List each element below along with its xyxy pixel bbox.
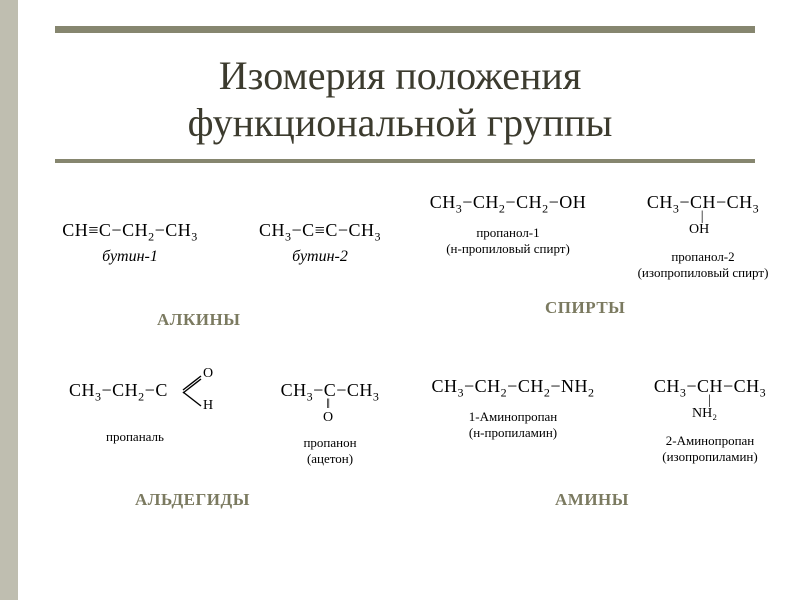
- alcohol-2-name: пропанол-2: [618, 249, 788, 265]
- amine-2-name: 2-Аминопропан: [625, 433, 795, 449]
- top-rule: [55, 26, 755, 33]
- aldehyde-1-name: пропаналь: [55, 429, 215, 445]
- amine-1-name: 1-Аминопропан: [413, 409, 613, 425]
- label-alkynes: АЛКИНЫ: [157, 310, 240, 330]
- amine-1-formula: CH3−CH2−CH2−NH2: [413, 376, 613, 401]
- label-alcohols: СПИРТЫ: [545, 298, 625, 318]
- alcohol-2-sub: (изопропиловый спирт): [618, 265, 788, 281]
- aldehyde-1-o: O: [203, 366, 213, 382]
- slide-title: Изомерия положения функциональной группы: [0, 52, 800, 146]
- alkyne-2-formula: CH3−C≡C−CH3: [230, 220, 410, 245]
- alcohol-2: CH3−CH−CH3 | OH пропанол-2 (изопропиловы…: [618, 192, 788, 281]
- amine-1: CH3−CH2−CH2−NH2 1-Аминопропан (н-пропила…: [413, 376, 613, 441]
- alcohol-1-name: пропанол-1: [413, 225, 603, 241]
- alkyne-2: CH3−C≡C−CH3 бутин-2: [230, 220, 410, 266]
- amine-2: CH3−CH−CH3 | NH₂ 2-Аминопропан (изопропи…: [625, 376, 795, 465]
- mid-rule: [55, 159, 755, 163]
- amine-2-sub: (изопропиламин): [625, 449, 795, 465]
- alcohol-1-sub: (н-пропиловый спирт): [413, 241, 603, 257]
- label-aldehydes: АЛЬДЕГИДЫ: [135, 490, 250, 510]
- aldehyde-2-ext: ‖ O: [323, 398, 333, 424]
- alcohol-2-ext: | OH: [695, 210, 709, 236]
- label-amines: АМИНЫ: [555, 490, 629, 510]
- amine-1-sub: (н-пропиламин): [413, 425, 613, 441]
- aldehyde-2-name: пропанон: [255, 435, 405, 451]
- alcohol-1-formula: CH3−CH2−CH2−OH: [413, 192, 603, 217]
- alkyne-2-name: бутин-2: [230, 248, 410, 266]
- alkyne-1: CH≡C−CH2−CH3 бутин-1: [40, 220, 220, 266]
- title-line-2: функциональной группы: [188, 100, 613, 145]
- alkyne-1-formula: CH≡C−CH2−CH3: [40, 220, 220, 245]
- amine-2-ext: | NH₂: [702, 394, 717, 420]
- aldehyde-2-sub: (ацетон): [255, 451, 405, 467]
- aldehyde-1-h: H: [203, 398, 213, 414]
- aldehyde-2: CH3−C−CH3 ‖ O пропанон (ацетон): [255, 380, 405, 467]
- cho-icon: [181, 368, 221, 412]
- alkyne-1-name: бутин-1: [40, 248, 220, 266]
- title-line-1: Изомерия положения: [219, 53, 581, 98]
- aldehyde-1: CH3−CH2−C O H пропаналь: [55, 380, 215, 445]
- alcohol-1: CH3−CH2−CH2−OH пропанол-1 (н-пропиловый …: [413, 192, 603, 257]
